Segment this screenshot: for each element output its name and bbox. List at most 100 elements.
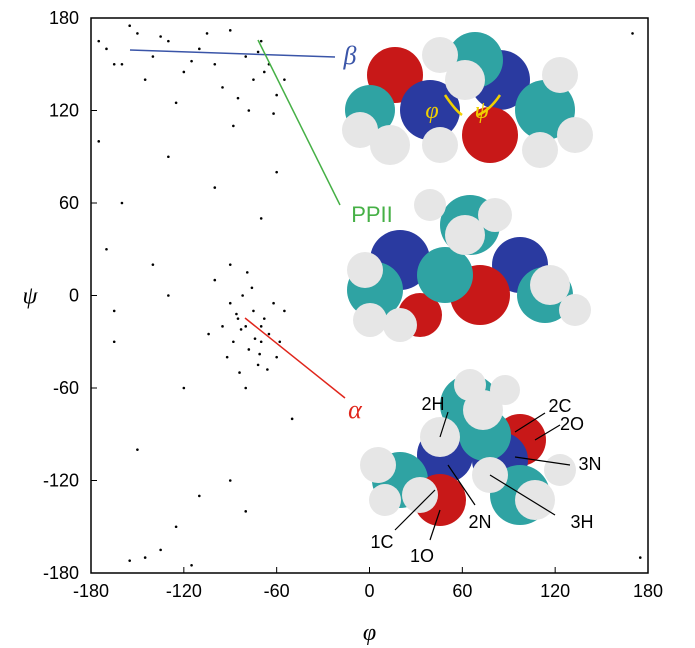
annotation-line [257,39,341,206]
y-tick-label: 120 [49,101,79,121]
point [167,39,170,43]
point [120,62,124,66]
point [272,301,275,305]
point [235,312,238,316]
y-tick-label: 60 [59,193,79,213]
point [205,32,209,35]
point [112,340,116,344]
point [247,109,251,112]
leader-lines [394,411,571,541]
structure-label: 2O [560,414,584,434]
structure-label: 1O [410,546,434,566]
point [190,59,193,63]
point [221,325,224,328]
annotation-line [129,49,336,58]
point [112,309,116,313]
point [244,386,248,390]
point [262,70,266,74]
point [167,155,170,159]
y-tick-label: -180 [43,563,79,583]
x-tick-label: 60 [452,581,472,601]
point [241,294,244,297]
point [238,371,241,374]
point [250,286,254,290]
point [159,35,162,38]
x-tick-label: -180 [73,581,109,601]
point [167,294,170,297]
point [136,32,139,35]
point [97,140,101,143]
point [253,337,257,340]
point [143,78,147,81]
molecule-beta [342,32,593,168]
point [232,340,235,344]
molecule-ppii [347,189,591,342]
point [128,559,131,562]
structure-label: 2C [548,396,571,416]
point [182,70,186,74]
point [638,556,642,559]
point [275,93,278,97]
point [221,86,224,89]
point [143,556,147,559]
x-tick-label: 0 [364,581,374,601]
point [259,325,263,328]
structure-label: 2H [421,394,444,414]
structure-label: ψ [475,98,491,124]
point [236,317,240,320]
y-tick-label: 180 [49,8,79,28]
structure-label: 3H [570,512,593,532]
point [259,217,263,220]
point [190,563,193,567]
point [151,263,155,266]
point [174,101,178,105]
point [151,55,155,58]
y-tick-label: -120 [43,471,79,491]
point [244,510,248,513]
x-tick-label: 180 [633,581,663,601]
point [228,479,232,482]
point [136,448,139,451]
point [244,325,248,328]
point [236,96,240,100]
point [262,317,266,320]
point [278,340,282,344]
point [128,24,131,28]
point [256,50,260,54]
point [213,278,217,282]
annotation-line [244,317,346,399]
y-axis-label: ψ [23,284,39,310]
point [247,348,251,351]
point [174,525,178,529]
point [198,494,201,498]
point [228,29,232,32]
point [252,309,255,313]
point [207,332,210,336]
point [159,548,162,552]
point [244,55,248,58]
point [267,332,271,336]
structure-label: 2N [468,512,491,532]
molecule-alpha [360,369,576,526]
point [259,340,263,344]
x-axis-label: φ [363,620,376,646]
point [97,39,101,43]
point [213,186,217,189]
point [245,271,249,274]
point [631,32,634,35]
point [275,355,278,359]
point [259,39,263,43]
x-tick-label: 120 [540,581,570,601]
structure-label: 3N [578,454,601,474]
point [283,78,286,81]
point [112,62,116,66]
y-tick-label: -60 [53,378,79,398]
annotation-label: PPII [351,202,393,227]
point [272,112,275,115]
point [105,47,108,51]
point [266,368,269,371]
point [228,263,232,266]
x-tick-label: -120 [166,581,202,601]
